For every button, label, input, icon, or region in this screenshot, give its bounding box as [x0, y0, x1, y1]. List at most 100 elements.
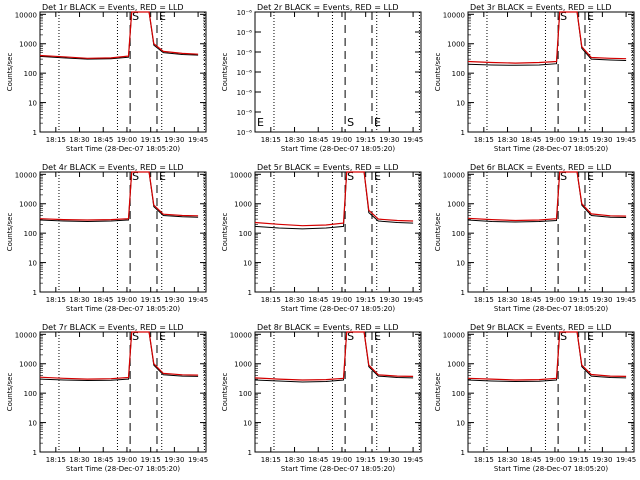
panel-title: Det 8r BLACK = Events, RED = LLD: [257, 323, 399, 332]
series-line-lld: [254, 171, 414, 227]
plot-frame: [254, 11, 422, 133]
panel-title: Det 6r BLACK = Events, RED = LLD: [470, 163, 612, 172]
x-axis-label: Start Time (28-Dec-07 18:05:20): [494, 305, 608, 313]
marker-label-E: E: [159, 170, 166, 183]
x-axis-label: Start Time (28-Dec-07 18:05:20): [66, 145, 180, 153]
y-tick-label: 10: [456, 100, 465, 108]
y-tick-label: 10000: [15, 171, 37, 179]
y-tick-label: 10000: [230, 171, 252, 179]
y-tick-label: 100: [452, 390, 465, 398]
x-tick-label: 18:45: [308, 296, 328, 304]
x-axis-label: Start Time (28-Dec-07 18:05:20): [281, 465, 395, 473]
y-tick-label: 10⁻⁶: [237, 69, 253, 77]
x-tick-label: 18:45: [93, 456, 113, 464]
y-tick-label: 10000: [230, 331, 252, 339]
x-axis-label: Start Time (28-Dec-07 18:05:20): [494, 145, 608, 153]
x-tick-label: 19:30: [164, 296, 184, 304]
plot-frame: [467, 11, 635, 133]
marker-label-S: S: [132, 10, 139, 23]
x-tick-label: 18:45: [308, 136, 328, 144]
series-line-events: [467, 11, 627, 66]
y-axis-label: Counts/sec: [6, 213, 14, 252]
x-tick-label: 18:15: [46, 296, 66, 304]
x-tick-label: 19:00: [117, 296, 137, 304]
y-tick-label: 100: [24, 70, 37, 78]
series-line-events: [467, 331, 627, 383]
x-tick-label: 19:15: [141, 296, 161, 304]
y-tick-label: 100: [24, 390, 37, 398]
x-axis-label: Start Time (28-Dec-07 18:05:20): [281, 145, 395, 153]
x-tick-label: 19:45: [616, 456, 636, 464]
y-tick-label: 10⁻⁶: [237, 129, 253, 137]
x-tick-label: 19:15: [356, 456, 376, 464]
y-tick-label: 10⁻⁶: [237, 9, 253, 17]
y-axis-label: Counts/sec: [6, 373, 14, 412]
x-tick-label: 19:15: [569, 136, 589, 144]
x-tick-label: 18:30: [284, 136, 304, 144]
x-tick-label: 19:30: [592, 456, 612, 464]
marker-label-E: E: [587, 330, 594, 343]
x-tick-label: 19:15: [356, 296, 376, 304]
x-tick-label: 19:30: [592, 296, 612, 304]
x-tick-label: 19:15: [141, 136, 161, 144]
y-tick-label: 1000: [447, 41, 465, 49]
x-tick-label: 18:15: [474, 296, 494, 304]
x-tick-label: 18:45: [521, 296, 541, 304]
series-line-lld: [254, 331, 414, 381]
x-tick-label: 18:15: [261, 296, 281, 304]
x-tick-label: 19:15: [356, 136, 376, 144]
y-tick-label: 10: [456, 420, 465, 428]
plot-frame: [39, 171, 207, 293]
x-tick-label: 19:00: [117, 456, 137, 464]
marker-label-E: E: [159, 10, 166, 23]
y-tick-label: 1: [33, 289, 37, 297]
x-tick-label: 18:30: [69, 136, 89, 144]
y-tick-label: 10: [456, 260, 465, 268]
y-tick-label: 1: [33, 449, 37, 457]
x-tick-label: 19:45: [616, 136, 636, 144]
y-tick-label: 10⁻⁶: [237, 89, 253, 97]
y-tick-label: 1: [248, 449, 252, 457]
y-tick-label: 1000: [447, 361, 465, 369]
x-tick-label: 18:30: [69, 456, 89, 464]
panel-title: Det 9r BLACK = Events, RED = LLD: [470, 323, 612, 332]
x-tick-label: 18:45: [308, 456, 328, 464]
series-line-events: [39, 171, 199, 223]
x-tick-label: 19:45: [188, 136, 208, 144]
x-tick-label: 19:00: [545, 136, 565, 144]
y-tick-label: 10⁻⁶: [237, 29, 253, 37]
plot-frame: [254, 171, 422, 293]
x-tick-label: 19:45: [188, 296, 208, 304]
x-tick-label: 18:45: [521, 136, 541, 144]
y-tick-label: 10000: [443, 11, 465, 19]
marker-label-S: S: [560, 170, 567, 183]
series-line-lld: [467, 11, 627, 64]
y-tick-label: 1: [461, 449, 465, 457]
x-tick-label: 18:15: [46, 456, 66, 464]
y-tick-label: 10: [28, 420, 37, 428]
x-tick-label: 19:45: [403, 136, 423, 144]
x-tick-label: 18:15: [261, 136, 281, 144]
plot-frame: [467, 171, 635, 293]
y-tick-label: 1000: [19, 361, 37, 369]
x-tick-label: 18:30: [497, 296, 517, 304]
y-axis-label: Counts/sec: [221, 53, 229, 92]
x-tick-label: 19:30: [164, 456, 184, 464]
x-tick-label: 18:15: [474, 456, 494, 464]
x-tick-label: 18:30: [284, 456, 304, 464]
plot-frame: [39, 11, 207, 133]
y-tick-label: 100: [239, 230, 252, 238]
y-tick-label: 100: [452, 230, 465, 238]
marker-label-S: S: [347, 116, 354, 129]
panel-title: Det 5r BLACK = Events, RED = LLD: [257, 163, 399, 172]
x-tick-label: 18:30: [69, 296, 89, 304]
x-tick-label: 19:00: [117, 136, 137, 144]
plot-frame: [467, 331, 635, 453]
y-tick-label: 10⁻⁶: [237, 109, 253, 117]
x-tick-label: 18:15: [261, 456, 281, 464]
x-tick-label: 19:30: [379, 296, 399, 304]
